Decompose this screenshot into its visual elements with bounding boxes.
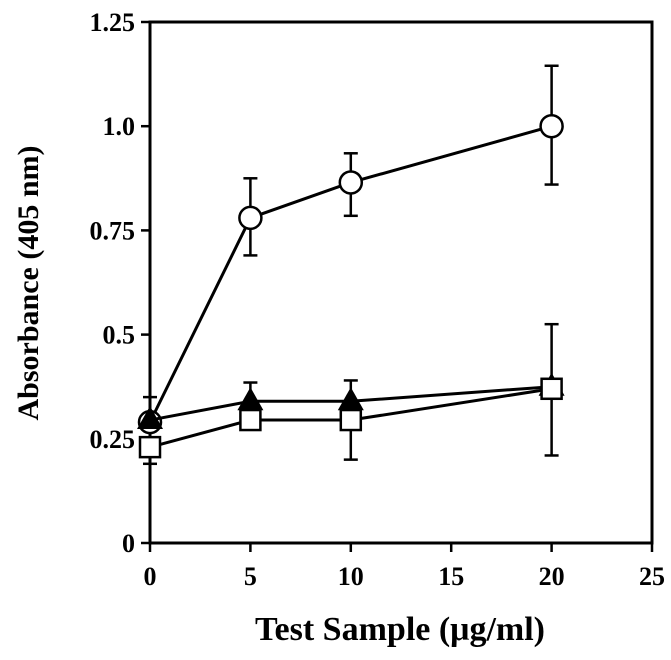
y-tick-label: 0.75 bbox=[90, 216, 136, 245]
series-layer bbox=[137, 64, 565, 466]
x-tick-label: 25 bbox=[639, 562, 665, 591]
x-tick-label: 15 bbox=[438, 562, 464, 591]
data-point bbox=[539, 113, 564, 139]
data-point bbox=[337, 387, 364, 411]
axes: 0 5 10 15 20 25 0 0.25 0.5 0.75 1.0 1.25 bbox=[90, 8, 666, 591]
series-open-circle bbox=[137, 64, 564, 435]
data-point bbox=[138, 435, 162, 459]
y-tick-label: 1.0 bbox=[103, 112, 136, 141]
data-point bbox=[238, 205, 263, 231]
y-tick-label: 0.5 bbox=[103, 321, 136, 350]
series-line bbox=[149, 387, 552, 449]
x-tick-label: 20 bbox=[539, 562, 565, 591]
data-point bbox=[137, 406, 163, 430]
y-tick-label: 1.25 bbox=[90, 8, 136, 37]
y-tick-label: 0 bbox=[122, 529, 135, 558]
series-line bbox=[148, 124, 553, 423]
data-point bbox=[540, 377, 563, 401]
x-tick-label: 0 bbox=[144, 562, 157, 591]
x-tick-label: 10 bbox=[338, 562, 364, 591]
series-open-square bbox=[138, 322, 563, 466]
data-point bbox=[237, 387, 264, 411]
x-tick-label: 5 bbox=[244, 562, 257, 591]
y-axis-label: Absorbance (405 nm) bbox=[12, 146, 45, 421]
data-point bbox=[239, 408, 262, 432]
data-point bbox=[339, 408, 363, 432]
plot-frame bbox=[148, 20, 654, 545]
data-point bbox=[338, 170, 364, 195]
series-filled-triangle bbox=[137, 372, 565, 430]
y-tick-label: 0.25 bbox=[90, 425, 136, 454]
x-axis-label: Test Sample (μg/ml) bbox=[255, 611, 545, 648]
series-line bbox=[149, 385, 552, 422]
